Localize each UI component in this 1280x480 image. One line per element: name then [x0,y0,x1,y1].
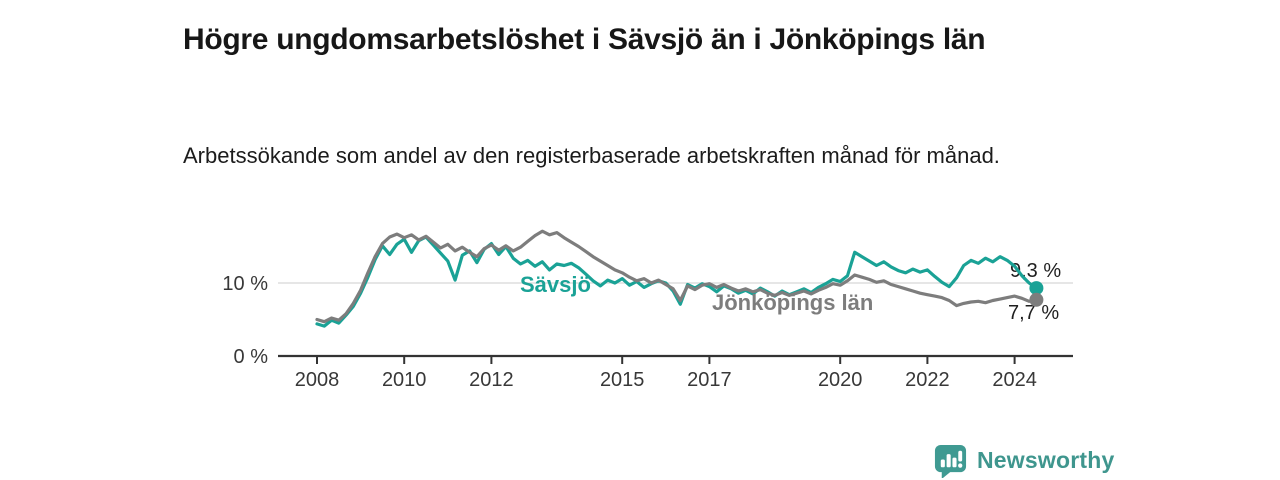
series-line-1 [315,229,1038,324]
x-tick-label-2012: 2012 [469,369,514,391]
series-layer [315,229,1044,328]
x-tick-label-2008: 2008 [295,369,340,391]
x-tick-label-2015: 2015 [600,369,645,391]
newsworthy-logo-text: Newsworthy [977,446,1115,473]
x-tick-label-2022: 2022 [905,369,950,391]
series-end-dot-0 [1029,281,1044,296]
series-line-0 [315,235,1038,328]
newsworthy-logo: Newsworthy [933,442,1114,478]
x-tick-label-2017: 2017 [687,369,732,391]
x-tick-label-2010: 2010 [382,369,427,391]
page-title: Högre ungdomsarbetslöshet i Sävsjö än i … [183,23,986,57]
y-tick-label-10: 10 % [222,273,268,295]
series-label-jonkoping: Jönköpings län [712,290,873,315]
series-label-savsjo: Sävsjö [520,272,591,297]
x-tick-label-2024: 2024 [992,369,1037,391]
y-tick-label-0: 0 % [234,346,269,368]
newsworthy-chart-bubble-icon [934,444,967,478]
chart-subtitle: Arbetssökande som andel av den registerb… [183,143,1000,168]
x-tick-label-2020: 2020 [818,369,863,391]
series-end-dot-1 [1029,292,1044,307]
x-axis-layer: 2008 2010 2012 2015 2017 2020 2022 2024 [295,357,1037,391]
end-value-label-jonkoping: 7,7 % [1008,302,1059,324]
